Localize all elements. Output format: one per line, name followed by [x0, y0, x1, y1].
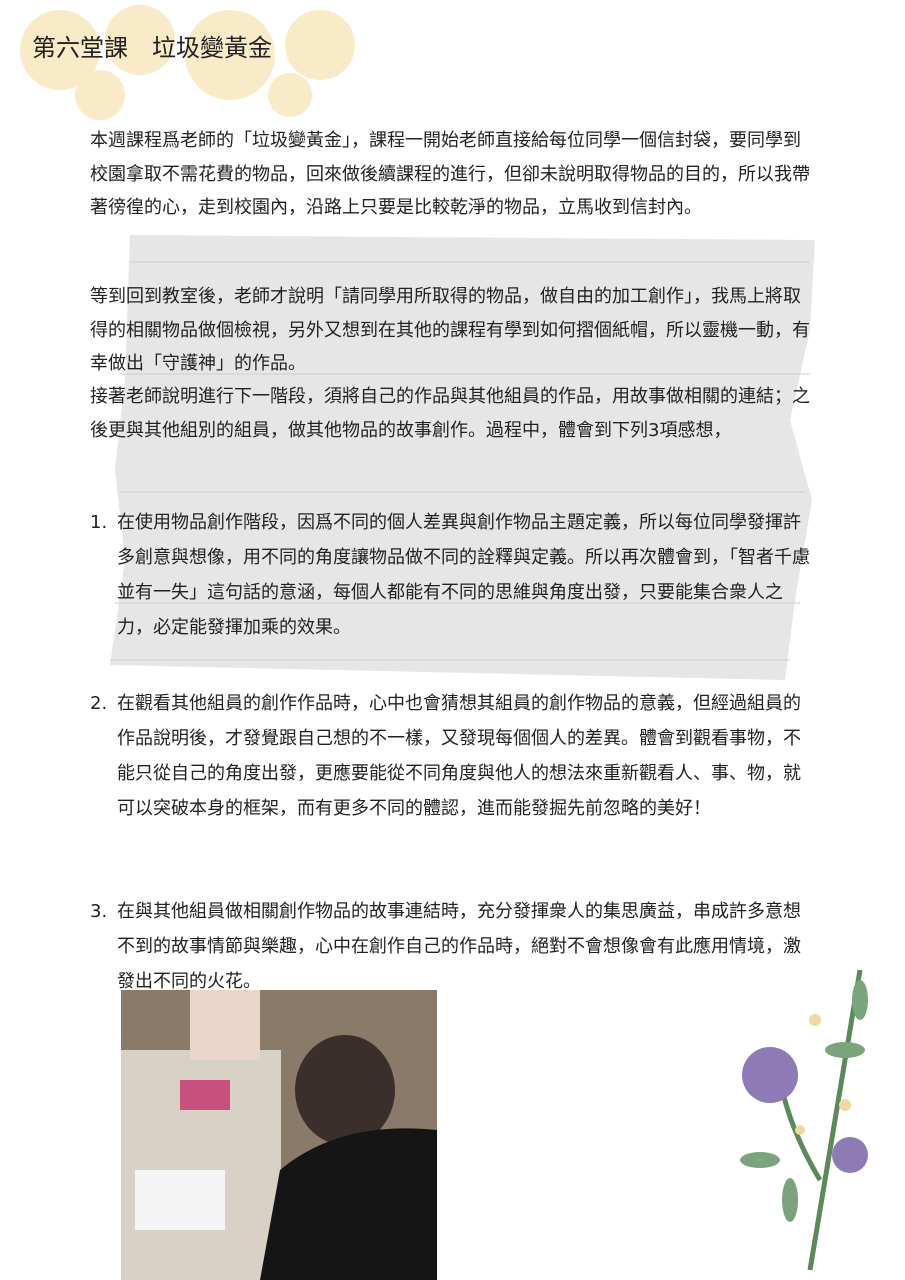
item-text: 在與其他組員做相關創作物品的故事連結時，充分發揮衆人的集思廣益，串成許多意想不到…	[117, 901, 801, 992]
item-text: 在使用物品創作階段，因爲不同的個人差異與創作物品主題定義，所以每位同學發揮許多創…	[117, 512, 810, 638]
paragraph: 等到回到教室後，老師才說明「請同學用所取得的物品，做自由的加工創作」，我馬上將取…	[90, 286, 810, 374]
item-number: 2.	[90, 693, 108, 714]
list-item: 1. 在使用物品創作階段，因爲不同的個人差異與創作物品主題定義，所以每位同學發揮許…	[90, 505, 815, 645]
paragraph: 接著老師說明進行下一階段，須將自己的作品與其他組員的作品，用故事做相關的連結；之…	[90, 386, 810, 441]
item-text: 在觀看其他組員的創作作品時，心中也會猜想其組員的創作物品的意義，但經過組員的作品…	[117, 693, 801, 819]
list-item: 2. 在觀看其他組員的創作作品時，心中也會猜想其組員的創作物品的意義，但經過組員的…	[90, 686, 815, 826]
title: 第六堂課 垃圾變黃金	[32, 34, 272, 62]
list-item: 3. 在與其他組員做相關創作物品的故事連結時，充分發揮衆人的集思廣益，串成許多意想…	[90, 894, 815, 999]
item-number: 3.	[90, 901, 108, 922]
item-number: 1.	[90, 512, 108, 533]
paragraph: 本週課程爲老師的「垃圾變黃金」，課程一開始老師直接給每位同學一個信封袋，要同學到…	[90, 130, 810, 218]
